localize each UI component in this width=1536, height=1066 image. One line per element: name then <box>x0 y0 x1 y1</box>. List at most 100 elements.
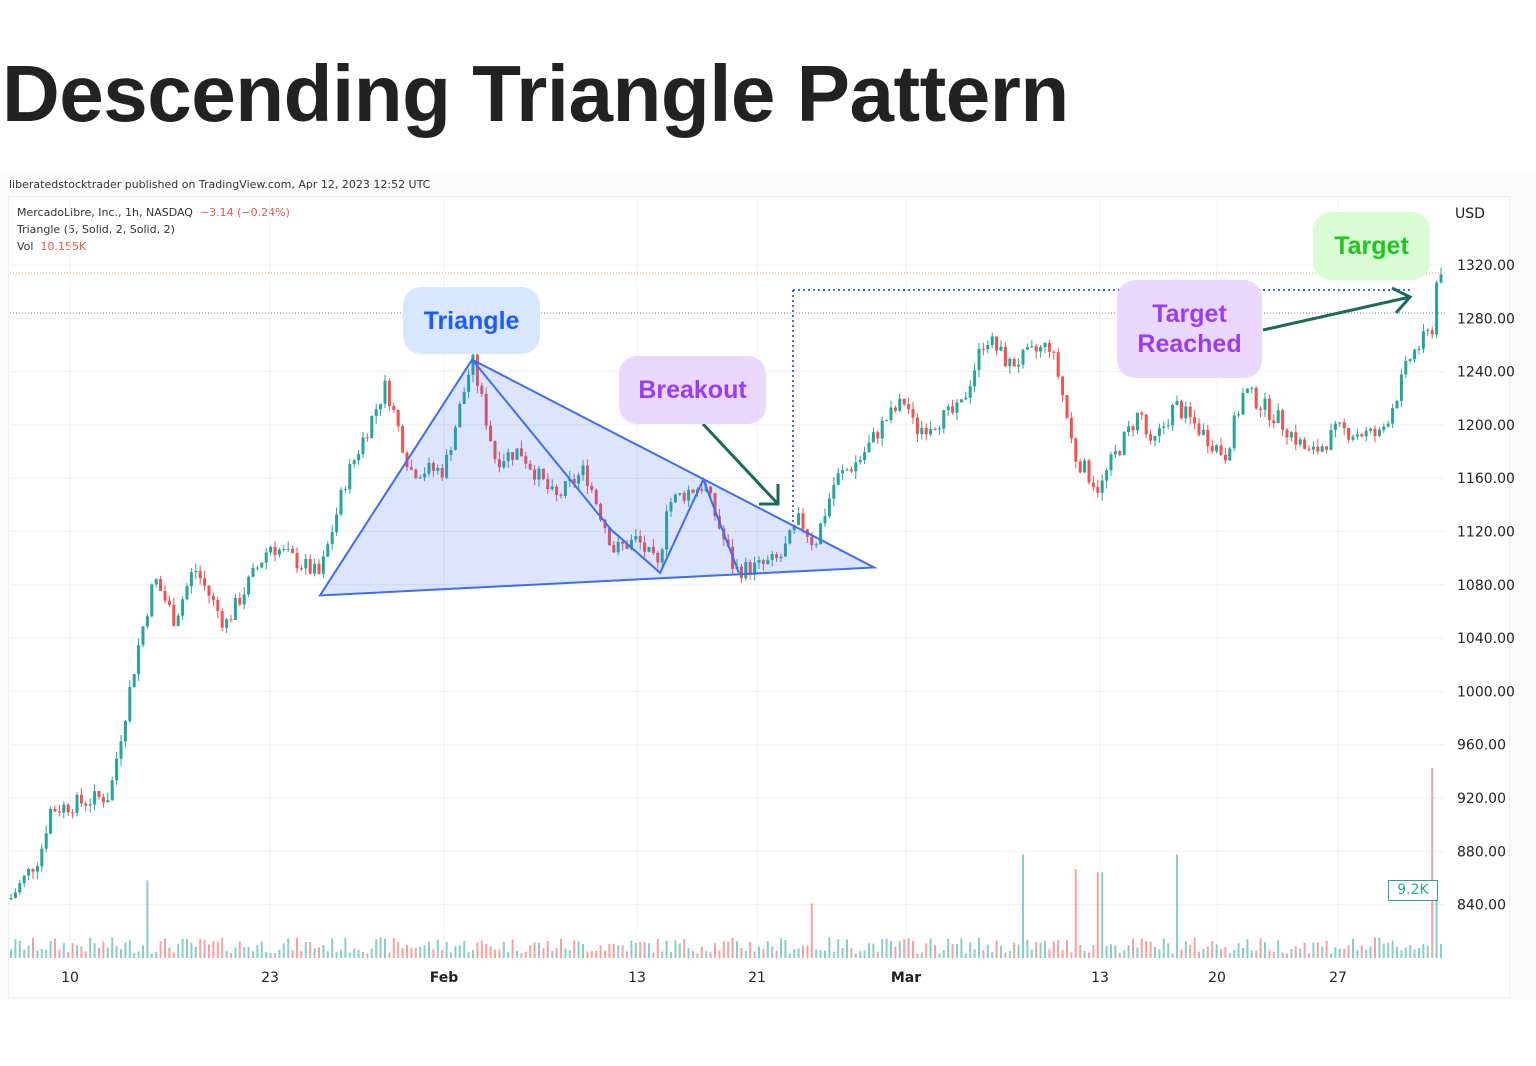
volume-bar <box>432 949 435 958</box>
candle-body <box>1043 342 1047 347</box>
candle-body <box>801 513 805 530</box>
candle-body <box>515 448 519 460</box>
volume-bar <box>1374 937 1376 958</box>
candle-body <box>1259 408 1263 410</box>
volume-bar <box>353 948 356 958</box>
volume-bar <box>1189 944 1192 958</box>
x-tick-label: 13 <box>628 970 646 986</box>
candle-body <box>220 611 224 628</box>
volume-bar <box>441 949 444 958</box>
volume-bar <box>102 941 105 958</box>
candle-body <box>233 597 237 620</box>
candle-body <box>1364 430 1368 437</box>
volume-bar <box>98 947 100 958</box>
candle-body <box>370 416 374 438</box>
volume-bar <box>727 941 730 958</box>
volume-bar <box>736 941 738 958</box>
candle-body <box>1017 364 1021 367</box>
volume-bar <box>14 939 17 958</box>
volume-bar <box>1123 950 1126 958</box>
candle-body <box>269 546 273 553</box>
volume-bar <box>850 948 853 958</box>
volume-bar <box>819 950 822 958</box>
volume-bar <box>1338 948 1341 958</box>
volume-bar <box>758 946 760 958</box>
candle-body <box>907 404 911 410</box>
candle-body <box>1417 348 1421 350</box>
volume-bar <box>256 945 259 958</box>
candle-body <box>1131 426 1135 431</box>
volume-bar <box>115 945 118 958</box>
candle-body <box>1188 406 1192 418</box>
candle-body <box>1232 415 1236 449</box>
volume-bar <box>863 950 866 958</box>
volume-bar <box>687 947 690 958</box>
candle-body <box>959 399 963 403</box>
y-tick-label: 1240.00 <box>1457 365 1515 381</box>
volume-bar <box>656 938 659 958</box>
volume-bar <box>458 945 461 958</box>
volume-bar <box>326 951 329 958</box>
candle-body <box>748 562 752 575</box>
volume-bar <box>428 941 430 958</box>
volume-bar <box>762 948 765 958</box>
candle-body <box>453 427 457 451</box>
volume-bar <box>84 951 87 958</box>
vol-value: 10.155K <box>40 240 87 253</box>
candle-body <box>1395 400 1399 409</box>
volume-bar <box>639 941 642 958</box>
volume-bar <box>1184 941 1187 958</box>
volume-bar <box>978 937 980 958</box>
legend-indicator: Triangle (5, Solid, 2, Solid, 2) <box>17 223 175 236</box>
volume-bar <box>1136 947 1139 958</box>
candle-body <box>1338 422 1342 424</box>
volume-bar <box>40 948 43 958</box>
y-tick-label: 960.00 <box>1457 738 1506 754</box>
candle-body <box>691 489 695 493</box>
candle-body <box>1245 388 1249 393</box>
candle-body <box>1369 428 1373 431</box>
volume-bar <box>93 943 96 958</box>
candle-body <box>1298 439 1302 445</box>
volume-bar <box>502 941 505 958</box>
volume-bar <box>753 951 756 958</box>
volume-bar <box>45 949 48 958</box>
candle-body <box>44 833 48 849</box>
volume-bar <box>155 951 158 958</box>
x-tick-label: Mar <box>891 970 921 986</box>
candle-body <box>687 489 691 501</box>
candle-body <box>559 494 563 496</box>
volume-bar <box>1369 946 1372 958</box>
candle-body <box>678 493 682 495</box>
volume-bar <box>538 942 540 958</box>
volume-bar <box>1387 942 1390 958</box>
volume-bar <box>1145 940 1148 958</box>
volume-bar <box>1250 950 1253 958</box>
volume-bar <box>929 938 932 958</box>
candle-body <box>277 549 281 555</box>
candle-body <box>57 811 61 813</box>
volume-bar <box>718 950 721 958</box>
breakout-arrow <box>701 422 780 506</box>
candle-body <box>1263 398 1267 410</box>
x-tick-label: 13 <box>1091 970 1109 986</box>
candle-body <box>1021 349 1025 365</box>
candle-body <box>427 462 431 474</box>
candle-body <box>9 897 13 900</box>
volume-bar <box>247 946 250 958</box>
volume-bar <box>1022 854 1024 958</box>
candle-body <box>489 425 493 442</box>
volume-bar <box>740 948 743 958</box>
volume-bar <box>467 952 470 958</box>
volume-bar <box>1391 940 1394 958</box>
volume-bar <box>1202 948 1205 958</box>
candle-body <box>1426 330 1430 332</box>
candle-body <box>475 354 479 386</box>
candle-body <box>929 429 933 435</box>
candle-body <box>1100 480 1104 493</box>
volume-bar <box>137 951 140 958</box>
volume-bar <box>1303 942 1306 958</box>
candle-body <box>299 568 303 570</box>
volume-bar <box>881 939 884 958</box>
candle-body <box>414 469 418 479</box>
